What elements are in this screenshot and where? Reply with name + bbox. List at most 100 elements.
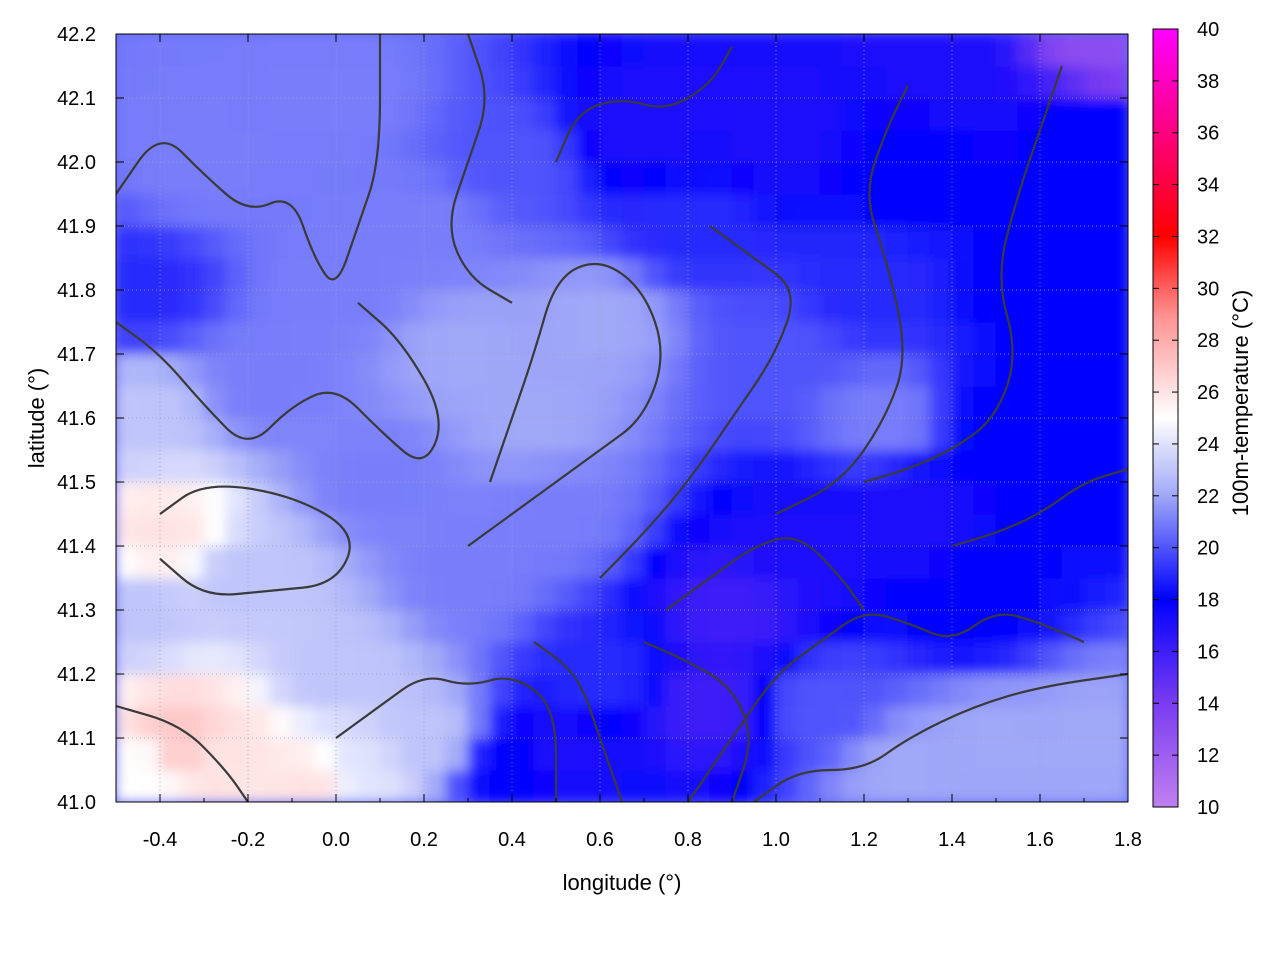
heatmap-cell (797, 737, 821, 771)
heatmap-cell (599, 321, 623, 355)
heatmap-cell (929, 417, 953, 451)
y-tick-label: 41.5 (57, 472, 96, 494)
heatmap-cell (181, 161, 205, 195)
heatmap-cell (687, 385, 711, 419)
heatmap-cell (599, 513, 623, 547)
heatmap-cell (775, 769, 799, 802)
heatmap-cell (819, 737, 843, 771)
heatmap-cell (247, 129, 271, 163)
heatmap-cell (291, 129, 315, 163)
heatmap-cell (863, 545, 887, 579)
heatmap-cell (1039, 65, 1063, 99)
heatmap-cell (709, 353, 733, 387)
heatmap-cell (709, 321, 733, 355)
heatmap-cell (973, 289, 997, 323)
heatmap-cell (511, 65, 535, 99)
heatmap-cell (819, 705, 843, 739)
heatmap-cell (797, 225, 821, 259)
heatmap-cell (313, 97, 337, 131)
heatmap-cell (775, 417, 799, 451)
heatmap-cell (137, 417, 161, 451)
heatmap-cell (643, 129, 667, 163)
heatmap-cell (687, 321, 711, 355)
y-tick-label: 42.0 (57, 152, 96, 174)
heatmap-cell (225, 161, 249, 195)
heatmap-cell (973, 97, 997, 131)
heatmap-cell (1061, 321, 1085, 355)
heatmap-cell (533, 161, 557, 195)
heatmap-cell (467, 129, 491, 163)
heatmap-cell (907, 481, 931, 515)
heatmap-cell (973, 769, 997, 802)
heatmap-cell (1105, 353, 1128, 387)
heatmap-cell (577, 641, 601, 675)
heatmap-cell (731, 769, 755, 802)
heatmap-cell (225, 129, 249, 163)
colorbar-tick-label: 32 (1197, 226, 1219, 248)
heatmap-cell (203, 769, 227, 802)
heatmap-cell (775, 641, 799, 675)
heatmap-cell (665, 161, 689, 195)
heatmap-cell (973, 129, 997, 163)
heatmap-cell (577, 385, 601, 419)
heatmap-cell (885, 673, 909, 707)
heatmap-cell (731, 609, 755, 643)
heatmap-cell (863, 481, 887, 515)
heatmap-cell (445, 481, 469, 515)
heatmap-cell (797, 545, 821, 579)
heatmap-cell (1039, 129, 1063, 163)
heatmap-cell (995, 97, 1019, 131)
heatmap-cell (379, 225, 403, 259)
heatmap-cell (929, 321, 953, 355)
heatmap-cell (1083, 577, 1107, 611)
heatmap-cell (1017, 609, 1041, 643)
heatmap-cell (643, 673, 667, 707)
heatmap-cell (379, 161, 403, 195)
heatmap-cell (973, 705, 997, 739)
heatmap-cell (687, 129, 711, 163)
heatmap-cell (555, 129, 579, 163)
heatmap-cell (1039, 545, 1063, 579)
heatmap-cell (797, 257, 821, 291)
heatmap-cell (1083, 225, 1107, 259)
heatmap-cell (401, 641, 425, 675)
heatmap-cell (181, 545, 205, 579)
heatmap-cell (907, 353, 931, 387)
heatmap-cell (973, 417, 997, 451)
y-tick-label: 42.1 (57, 88, 96, 110)
heatmap-cell (687, 705, 711, 739)
heatmap-cell (116, 225, 139, 259)
heatmap-cell (1017, 257, 1041, 291)
heatmap-cell (797, 449, 821, 483)
y-tick-label: 41.4 (57, 536, 96, 558)
heatmap-cell (841, 481, 865, 515)
heatmap-cell (1017, 321, 1041, 355)
heatmap-cell (1017, 353, 1041, 387)
heatmap-cell (1105, 481, 1128, 515)
heatmap-cell (1039, 609, 1063, 643)
heatmap-cell (1083, 193, 1107, 227)
heatmap-cell (1105, 449, 1128, 483)
colorbar-tick-label: 20 (1197, 538, 1219, 560)
heatmap-cell (291, 65, 315, 99)
heatmap-cell (247, 193, 271, 227)
heatmap-cell (665, 449, 689, 483)
heatmap-cell (555, 289, 579, 323)
heatmap-cell (819, 65, 843, 99)
heatmap-cell (929, 353, 953, 387)
heatmap-cell (1017, 289, 1041, 323)
heatmap-cell (225, 513, 249, 547)
heatmap-cell (665, 609, 689, 643)
heatmap-cell (885, 641, 909, 675)
heatmap-cell (1039, 513, 1063, 547)
heatmap-cell (951, 65, 975, 99)
heatmap-cell (775, 289, 799, 323)
heatmap-cell (995, 545, 1019, 579)
heatmap-cell (621, 353, 645, 387)
heatmap-cell (665, 65, 689, 99)
heatmap-cell (181, 769, 205, 802)
heatmap-cell (269, 737, 293, 771)
heatmap-cell (181, 737, 205, 771)
heatmap-cell (511, 193, 535, 227)
x-tick-label: 1.0 (762, 829, 790, 851)
